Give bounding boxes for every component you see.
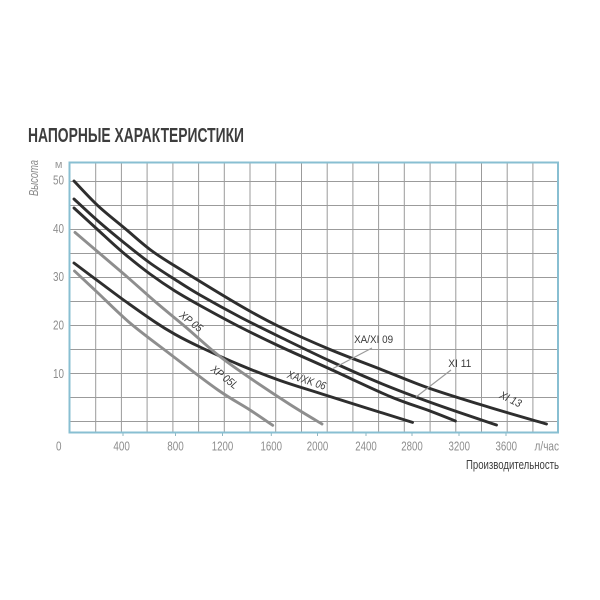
svg-text:л/час: л/час [535,439,560,454]
svg-text:30: 30 [53,269,64,284]
svg-text:НАПОРНЫЕ ХАРАКТЕРИСТИКИ: НАПОРНЫЕ ХАРАКТЕРИСТИКИ [28,124,244,147]
svg-text:50: 50 [53,173,64,188]
svg-text:XA/XI 09: XA/XI 09 [354,334,393,346]
svg-text:20: 20 [53,318,64,333]
svg-text:XI 11: XI 11 [448,358,471,370]
svg-text:Высота: Высота [26,160,41,196]
svg-text:Производительность: Производительность [466,458,559,472]
svg-text:2400: 2400 [355,439,377,454]
svg-text:0: 0 [56,439,62,454]
svg-text:10: 10 [53,366,64,381]
svg-text:3600: 3600 [496,439,518,454]
svg-text:40: 40 [53,221,64,236]
svg-text:1600: 1600 [261,439,283,454]
svg-text:м: м [55,159,63,171]
svg-text:400: 400 [113,439,130,454]
svg-text:3200: 3200 [448,439,470,454]
svg-text:2000: 2000 [307,439,329,454]
svg-text:2800: 2800 [401,439,423,454]
svg-text:800: 800 [167,439,184,454]
svg-text:1200: 1200 [212,439,234,454]
